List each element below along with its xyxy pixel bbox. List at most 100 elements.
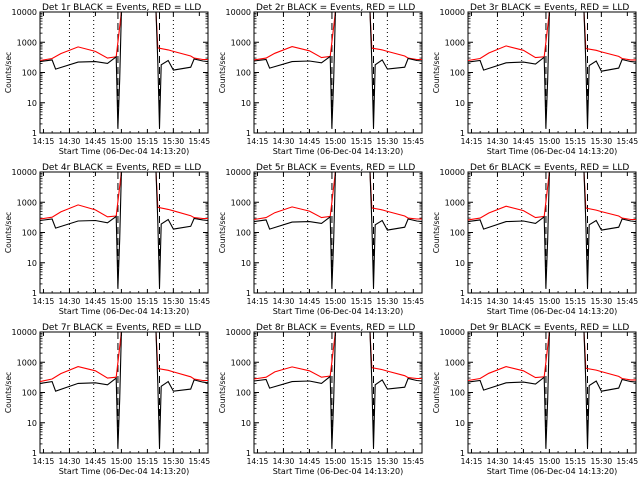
y-axis-label: Counts/sec (218, 372, 227, 413)
x-tick-label: 14:30 (487, 137, 509, 146)
chart-title: Det 8r BLACK = Events, RED = LLD (256, 323, 415, 333)
y-tick-label: 1 (246, 289, 251, 298)
x-tick-label: 14:15 (461, 297, 483, 306)
chart-panel-6: 1 10 100 1000 10000 14:15 14:30 14:45 15:00 15:15… (432, 163, 638, 316)
y-tick-label: 10000 (440, 328, 465, 337)
y-tick-label: 10000 (226, 168, 251, 177)
x-tick-label: 15:00 (325, 137, 347, 146)
y-axis-label: Counts/sec (432, 372, 441, 413)
x-tick-label: 15:00 (111, 297, 133, 306)
y-tick-label: 1000 (231, 198, 251, 207)
events-rate-line (254, 332, 422, 448)
y-tick-label: 10 (241, 419, 251, 428)
y-tick-label: 10 (455, 99, 465, 108)
y-axis-label: Counts/sec (218, 52, 227, 93)
y-tick-label: 1 (32, 449, 37, 458)
x-tick-label: 14:30 (273, 457, 295, 466)
x-tick-label: 15:45 (403, 297, 425, 306)
y-tick-label: 10000 (226, 8, 251, 17)
chart-title: Det 9r BLACK = Events, RED = LLD (470, 323, 629, 333)
x-tick-label: 14:15 (33, 297, 55, 306)
chart-title: Det 6r BLACK = Events, RED = LLD (470, 163, 629, 173)
y-tick-label: 1000 (445, 358, 465, 367)
x-tick-label: 14:15 (33, 457, 55, 466)
y-tick-label: 100 (22, 229, 37, 238)
x-tick-label: 14:30 (59, 457, 81, 466)
x-tick-label: 14:45 (85, 297, 107, 306)
y-axis-label: Counts/sec (432, 52, 441, 93)
x-tick-label: 15:30 (163, 297, 185, 306)
x-axis-label: Start Time (06-Dec-04 14:13:20) (273, 147, 404, 156)
x-tick-label: 15:30 (377, 297, 399, 306)
y-tick-label: 10000 (226, 328, 251, 337)
lld-rate-line (254, 172, 422, 221)
x-tick-label: 14:45 (299, 297, 321, 306)
lld-rate-line (468, 172, 636, 221)
y-axis-label: Counts/sec (218, 212, 227, 253)
x-tick-label: 14:45 (299, 137, 321, 146)
series-group (254, 172, 422, 288)
y-axis-label: Counts/sec (432, 212, 441, 253)
y-tick-label: 100 (450, 389, 465, 398)
x-tick-label: 15:30 (591, 457, 613, 466)
x-axis-label: Start Time (06-Dec-04 14:13:20) (487, 147, 618, 156)
x-tick-label: 15:30 (591, 297, 613, 306)
events-rate-line (468, 332, 636, 448)
x-tick-label: 15:00 (111, 457, 133, 466)
chart-title: Det 5r BLACK = Events, RED = LLD (256, 163, 415, 173)
y-tick-label: 100 (450, 229, 465, 238)
chart-panel-4: 1 10 100 1000 10000 14:15 14:30 14:45 15:00 15:15… (4, 163, 210, 316)
y-tick-label: 100 (236, 229, 251, 238)
y-tick-label: 1000 (17, 358, 37, 367)
y-tick-label: 1 (246, 129, 251, 138)
series-group (254, 332, 422, 448)
chart-panel-9: 1 10 100 1000 10000 14:15 14:30 14:45 15:00 15:15… (432, 323, 638, 476)
series-group (254, 12, 422, 128)
chart-title: Det 7r BLACK = Events, RED = LLD (42, 323, 201, 333)
x-tick-label: 15:45 (617, 137, 639, 146)
x-tick-label: 14:45 (85, 457, 107, 466)
y-tick-label: 100 (22, 389, 37, 398)
x-tick-label: 14:30 (273, 137, 295, 146)
lld-rate-line (468, 12, 636, 62)
y-tick-label: 1000 (445, 38, 465, 47)
x-tick-label: 15:30 (377, 137, 399, 146)
x-tick-label: 14:15 (461, 137, 483, 146)
chart-panel-1: 1 10 100 1000 10000 14:15 14:30 14:45 15:00 15:15… (4, 3, 210, 156)
y-tick-label: 10 (27, 259, 37, 268)
x-tick-label: 14:15 (247, 137, 269, 146)
y-tick-label: 10 (241, 99, 251, 108)
y-tick-label: 100 (236, 389, 251, 398)
y-tick-label: 100 (450, 69, 465, 78)
y-axis-label: Counts/sec (4, 212, 13, 253)
chart-panel-8: 1 10 100 1000 10000 14:15 14:30 14:45 15:00 15:15… (218, 323, 424, 476)
chart-title: Det 2r BLACK = Events, RED = LLD (256, 3, 415, 13)
x-tick-label: 14:15 (33, 137, 55, 146)
x-tick-label: 15:00 (111, 137, 133, 146)
x-tick-label: 14:15 (247, 457, 269, 466)
series-group (468, 172, 636, 288)
x-tick-label: 15:30 (591, 137, 613, 146)
series-group (468, 12, 636, 128)
x-tick-label: 15:00 (325, 297, 347, 306)
y-tick-label: 1000 (231, 358, 251, 367)
y-tick-label: 10000 (12, 8, 37, 17)
x-tick-label: 15:45 (189, 297, 211, 306)
y-tick-label: 10 (27, 419, 37, 428)
series-group (40, 332, 208, 448)
y-tick-label: 1 (460, 129, 465, 138)
x-tick-label: 15:00 (539, 457, 561, 466)
chart-panel-5: 1 10 100 1000 10000 14:15 14:30 14:45 15:00 15:15… (218, 163, 424, 316)
x-tick-label: 15:45 (189, 457, 211, 466)
chart-title: Det 4r BLACK = Events, RED = LLD (42, 163, 201, 173)
y-tick-label: 1 (32, 289, 37, 298)
x-tick-label: 15:45 (403, 137, 425, 146)
x-tick-label: 15:45 (617, 297, 639, 306)
lld-rate-line (468, 332, 636, 382)
x-tick-label: 14:45 (299, 457, 321, 466)
y-axis-label: Counts/sec (4, 52, 13, 93)
x-axis-label: Start Time (06-Dec-04 14:13:20) (487, 307, 618, 316)
y-tick-label: 10 (455, 419, 465, 428)
x-axis-label: Start Time (06-Dec-04 14:13:20) (59, 307, 190, 316)
